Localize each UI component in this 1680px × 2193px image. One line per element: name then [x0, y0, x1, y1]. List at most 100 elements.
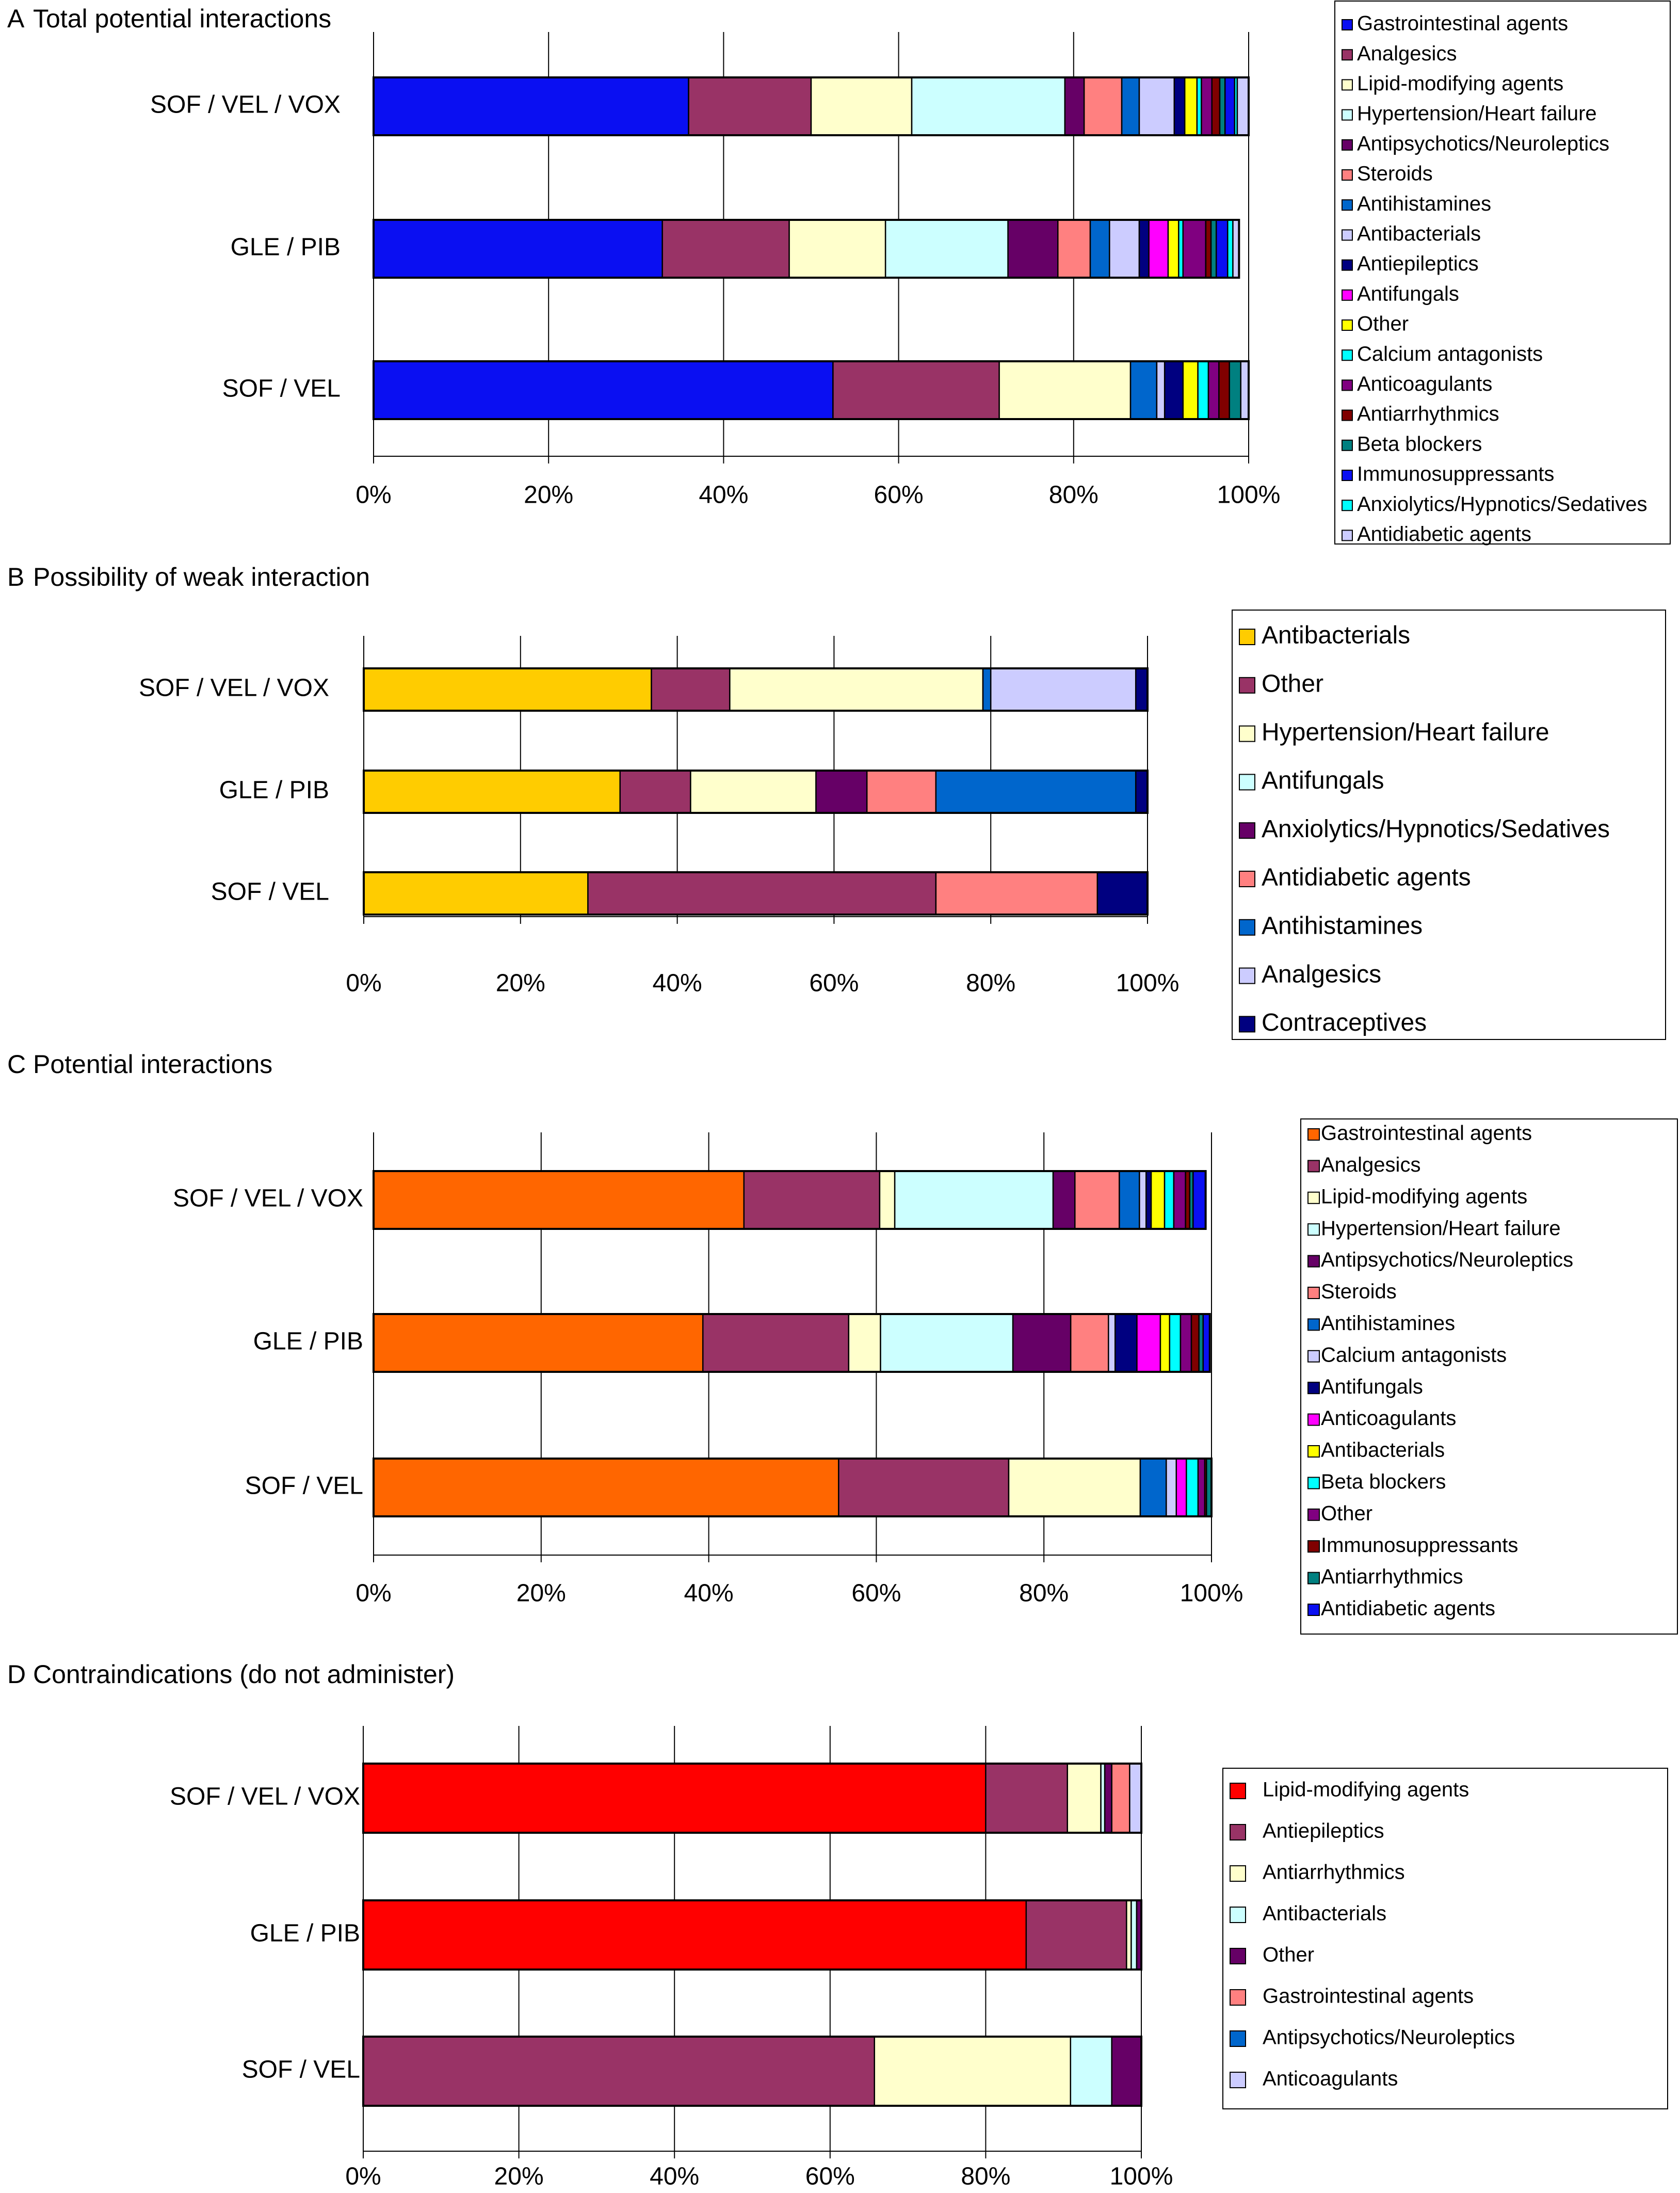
legend-box — [1300, 1118, 1678, 1635]
legend-label: Analgesics — [1321, 1154, 1420, 1176]
legend-swatch-analgesics — [1342, 49, 1353, 61]
bar-analgesics — [743, 1170, 881, 1230]
legend-label: Antidiabetic agents — [1357, 523, 1531, 546]
category-label: SOF / VEL — [222, 375, 341, 403]
legend-label: Calcium antagonists — [1357, 343, 1543, 365]
x-tick-label: 100% — [1217, 482, 1281, 509]
bar-antibacterials — [1070, 2036, 1112, 2107]
legend-label: Antiarrhythmics — [1321, 1565, 1463, 1588]
legend-swatch-antiarrhythmics — [1230, 1865, 1246, 1882]
legend-label: Antibacterials — [1263, 1902, 1386, 1925]
legend-label: Antibacterials — [1321, 1439, 1445, 1462]
panel-letter: C — [7, 1050, 26, 1079]
panel-title: Potential interactions — [33, 1050, 272, 1079]
bar-antibacterials — [1109, 219, 1140, 279]
bar-other — [1180, 1313, 1192, 1373]
bar-outline — [362, 1899, 1142, 1971]
legend-swatch-beta-blockers — [1342, 439, 1353, 451]
bar-other — [1197, 1458, 1206, 1517]
bar-anticoagulants — [1129, 1763, 1142, 1834]
legend-swatch-analgesics — [1239, 967, 1255, 984]
bar-hypertension-heart-failure — [690, 770, 817, 814]
bar-other — [619, 770, 691, 814]
x-tick-label: 80% — [1019, 1580, 1069, 1607]
bar-gastrointestinal-agents — [1111, 1763, 1130, 1834]
bar-anxiolytics-hypnotics-sedatives — [815, 770, 868, 814]
bar-anticoagulants — [1136, 1313, 1161, 1373]
bar-gastrointestinal-agents — [373, 1313, 704, 1373]
legend-swatch-lipid-modifying-agents — [1342, 79, 1353, 91]
legend-label: Antiepileptics — [1263, 1820, 1384, 1843]
bar-analgesics — [702, 1313, 850, 1373]
legend-swatch-lipid-modifying-agents — [1230, 1783, 1246, 1799]
legend-label: Antifungals — [1321, 1375, 1423, 1398]
legend-label: Gastrointestinal agents — [1263, 1985, 1474, 2008]
bar-anxiolytics-hypnotics-sedatives — [1227, 219, 1234, 279]
bar-antihistamines — [1121, 76, 1140, 136]
bar-outline — [373, 360, 1250, 420]
legend-label: Analgesics — [1357, 42, 1457, 65]
bar-antiepileptics — [1164, 360, 1184, 420]
legend-label: Antiepileptics — [1357, 252, 1479, 275]
legend-label: Gastrointestinal agents — [1321, 1122, 1532, 1145]
legend-label: Hypertension/Heart failure — [1262, 718, 1549, 746]
bar-hypertension-heart-failure — [884, 219, 1009, 279]
legend-label: Antihistamines — [1357, 193, 1491, 215]
legend-swatch-antihistamines — [1307, 1318, 1320, 1331]
bar-other — [1104, 1763, 1112, 1834]
bar-steroids — [1083, 76, 1123, 136]
legend-swatch-anticoagulants — [1342, 379, 1353, 391]
legend-label: Other — [1321, 1502, 1372, 1525]
category-label: SOF / VEL / VOX — [150, 91, 341, 119]
bar-antibacterials — [1156, 360, 1166, 420]
legend-swatch-anticoagulants — [1307, 1413, 1320, 1426]
legend-label: Lipid-modifying agents — [1321, 1185, 1527, 1208]
bar-antiepileptics — [1173, 76, 1186, 136]
legend-label: Antidiabetic agents — [1262, 864, 1471, 891]
panel-title: Total potential interactions — [33, 4, 331, 33]
bar-calcium-antagonists — [1107, 1313, 1116, 1373]
legend-box — [1232, 610, 1666, 1040]
legend-label: Gastrointestinal agents — [1357, 12, 1568, 35]
legend-swatch-gastrointestinal-agents — [1230, 1989, 1246, 2006]
legend-label: Antifungals — [1357, 282, 1459, 305]
legend-swatch-antibacterials — [1307, 1445, 1320, 1458]
bar-antihistamines — [1119, 1170, 1140, 1230]
bar-beta-blockers — [1186, 1458, 1199, 1517]
legend-swatch-antiepileptics — [1342, 259, 1353, 271]
legend-swatch-antiepileptics — [1230, 1824, 1246, 1840]
bar-outline — [363, 871, 1149, 916]
bar-antihistamines — [935, 770, 1137, 814]
legend-label: Antipsychotics/Neuroleptics — [1263, 2026, 1515, 2049]
x-tick-label: 60% — [805, 2163, 855, 2190]
legend-label: Steroids — [1357, 163, 1433, 185]
bar-anticoagulants — [1175, 1458, 1187, 1517]
category-label: SOF / VEL / VOX — [170, 1783, 360, 1811]
bar-antibacterials — [1130, 1899, 1138, 1971]
panel-letter: A — [7, 4, 25, 33]
bar-antidiabetic-agents — [1192, 1170, 1206, 1230]
legend-label: Antibacterials — [1357, 222, 1481, 245]
bar-contraceptives — [1135, 770, 1149, 814]
legend-label: Antipsychotics/Neuroleptics — [1357, 132, 1609, 155]
bar-immunosuppressants — [1224, 76, 1236, 136]
category-label: GLE / PIB — [219, 777, 329, 804]
bar-antiepileptics — [1138, 219, 1150, 279]
bar-outline — [362, 2036, 1142, 2107]
legend-label: Antiarrhythmics — [1263, 1861, 1405, 1884]
bar-lipid-modifying-agents — [362, 1899, 1027, 1971]
bar-other — [651, 667, 731, 712]
legend-swatch-antihistamines — [1342, 199, 1353, 211]
bar-antibacterials — [1138, 76, 1175, 136]
panel-letter: B — [7, 563, 24, 591]
legend-swatch-hypertension-heart-failure — [1239, 725, 1255, 742]
bar-gastrointestinal-agents — [373, 1170, 745, 1230]
category-label: SOF / VEL / VOX — [173, 1185, 363, 1212]
bar-lipid-modifying-agents — [788, 219, 886, 279]
legend-label: Antiarrhythmics — [1357, 403, 1499, 425]
legend-swatch-steroids — [1342, 169, 1353, 181]
bar-contraceptives — [1096, 871, 1149, 916]
bar-anticoagulants — [1201, 76, 1213, 136]
bar-lipid-modifying-agents — [879, 1170, 896, 1230]
legend-swatch-beta-blockers — [1307, 1477, 1320, 1490]
